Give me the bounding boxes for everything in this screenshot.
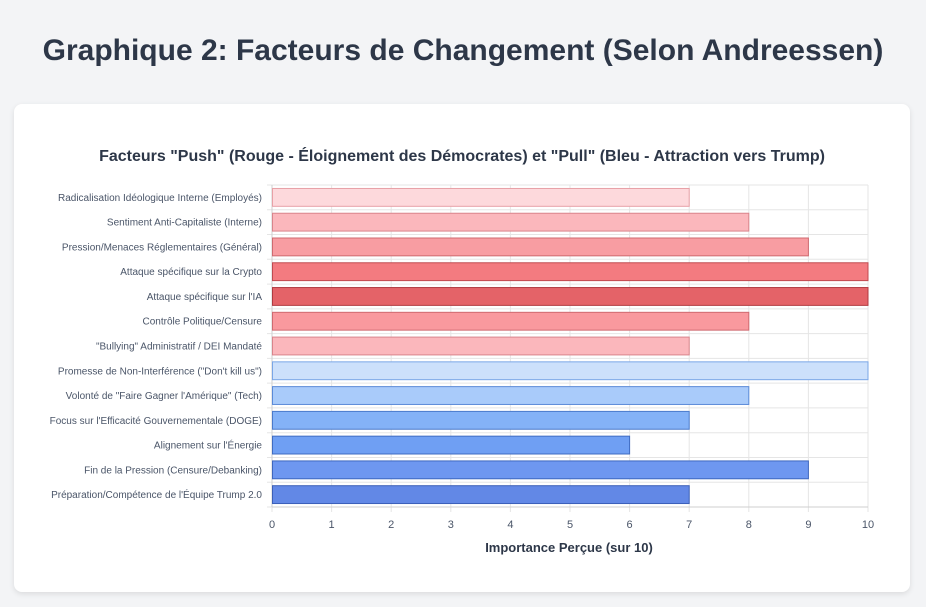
category-label: Focus sur l'Efficacité Gouvernementale (… [50, 416, 262, 427]
x-tick-label: 5 [567, 519, 573, 531]
category-label: Volonté de "Faire Gagner l'Amérique" (Te… [66, 391, 262, 402]
category-labels: Radicalisation Idéologique Interne (Empl… [50, 193, 263, 501]
x-axis-label: Importance Perçue (sur 10) [485, 540, 653, 555]
chart-card: Facteurs "Push" (Rouge - Éloignement des… [14, 104, 910, 592]
bar[interactable] [272, 460, 809, 480]
bar[interactable] [272, 361, 869, 381]
bar[interactable] [272, 410, 690, 430]
bar[interactable] [272, 212, 750, 232]
x-tick-label: 1 [329, 519, 335, 531]
x-tick-label: 3 [448, 519, 454, 531]
bar[interactable] [272, 287, 869, 306]
x-tick-labels: 0 1 2 3 4 5 6 7 8 9 10 [269, 519, 874, 531]
x-tick-label: 7 [686, 519, 692, 531]
category-label: Sentiment Anti-Capitaliste (Interne) [107, 218, 262, 229]
category-label: Pression/Menaces Réglementaires (Général… [62, 242, 262, 253]
x-tick-label: 0 [269, 519, 275, 531]
x-tick-label: 6 [627, 519, 633, 531]
x-tick-label: 2 [388, 519, 394, 531]
bar[interactable] [272, 237, 809, 257]
category-label: Attaque spécifique sur la Crypto [120, 267, 262, 278]
x-tick-label: 4 [507, 519, 513, 531]
category-label: Alignement sur l'Énergie [154, 439, 263, 452]
category-label: Préparation/Compétence de l'Équipe Trump… [51, 488, 262, 501]
bar[interactable] [272, 262, 869, 282]
chart-title: Facteurs "Push" (Rouge - Éloignement des… [99, 146, 825, 165]
category-label: Attaque spécifique sur l'IA [147, 292, 263, 303]
category-label: Radicalisation Idéologique Interne (Empl… [58, 193, 262, 204]
bars [272, 187, 869, 505]
bar[interactable] [272, 386, 750, 405]
category-label: Fin de la Pression (Censure/Debanking) [84, 465, 262, 476]
bar[interactable] [272, 311, 750, 331]
category-label: Contrôle Politique/Censure [142, 317, 262, 328]
x-tick-label: 10 [862, 519, 874, 531]
bar-chart: Facteurs "Push" (Rouge - Éloignement des… [50, 146, 874, 555]
bar[interactable] [272, 336, 690, 356]
x-tick-label: 8 [746, 519, 752, 531]
category-label: Promesse de Non-Interférence ("Don't kil… [58, 366, 262, 377]
bar[interactable] [272, 435, 631, 455]
page-title: Graphique 2: Facteurs de Changement (Sel… [42, 34, 884, 67]
bar[interactable] [272, 187, 690, 207]
x-tick-label: 9 [805, 519, 811, 531]
bar[interactable] [272, 485, 690, 505]
category-label: "Bullying" Administratif / DEI Mandaté [96, 342, 262, 353]
